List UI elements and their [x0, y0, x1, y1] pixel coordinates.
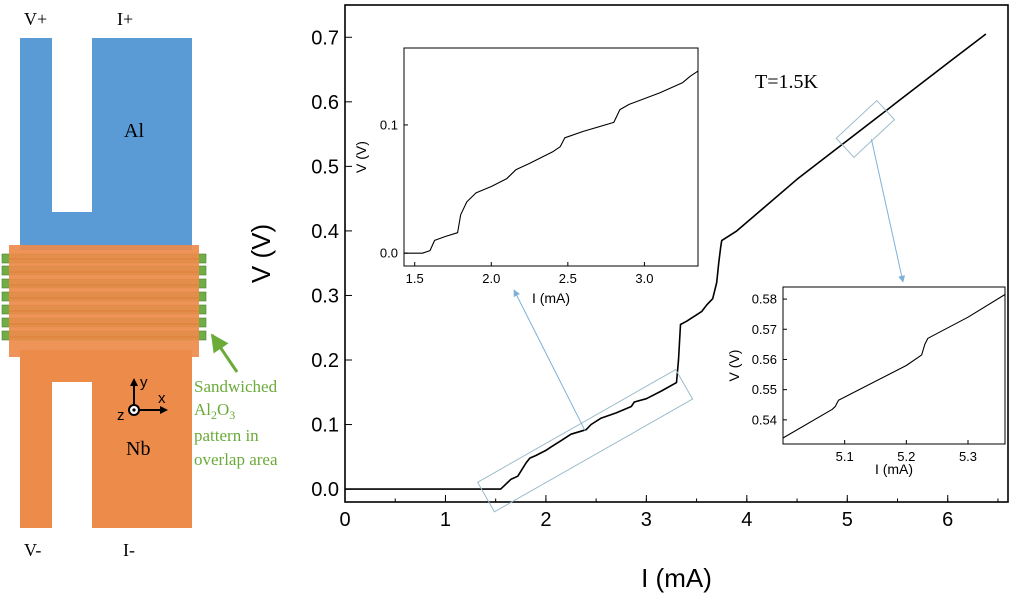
zoom-box-right — [835, 99, 896, 158]
inset-right-ytick-label: 0.54 — [752, 412, 777, 427]
main-ytick-label: 0.3 — [311, 285, 339, 307]
annotation-text: Sandwiched Al2O3 pattern in overlap area — [194, 377, 278, 469]
coordinate-axes: y x z — [117, 374, 168, 424]
axis-x-label: x — [158, 390, 166, 407]
main-ytick-label: 0.7 — [311, 27, 339, 49]
nb-electrode — [20, 350, 192, 528]
zoom-arrow-right — [870, 138, 906, 283]
label-al: Al — [124, 120, 144, 142]
main-ytick-label: 0.4 — [311, 221, 339, 243]
main-ytick-label: 0.1 — [311, 415, 339, 437]
inset-left-x-axis-label: I (mA) — [532, 290, 570, 306]
inset-left-series-line — [404, 70, 699, 254]
main-ytick-label: 0.0 — [311, 479, 339, 501]
label-v-plus: V+ — [24, 9, 47, 29]
main-xtick-label: 0 — [339, 509, 350, 531]
zoom-arrow-left — [513, 289, 586, 431]
axis-y-label: y — [140, 374, 148, 391]
inset-left-frame — [403, 47, 699, 267]
annotation-line-3: pattern in — [194, 426, 259, 445]
zoom-box-left — [476, 368, 694, 513]
axis-z-label: z — [117, 407, 125, 424]
inset-right-y-axis-label: V (V) — [726, 350, 742, 382]
annotation-arrow — [210, 333, 239, 373]
inset-right-xtick-label: 5.1 — [836, 449, 854, 464]
main-ytick-label: 0.6 — [311, 92, 339, 114]
inset-chart-right: 5.1 5.2 5.3 0.54 0.55 0.56 0.57 0.58 I (mA) V (V) — [726, 286, 1006, 477]
main-xtick-label: 4 — [741, 509, 752, 531]
inset-right-ytick-label: 0.57 — [752, 322, 777, 337]
device-schematic: V+ I+ Al Nb V- I- y x z Sandwiched Al2O3… — [1, 9, 278, 560]
annotation-line-1: Sandwiched — [194, 377, 278, 396]
inset-chart-left: 1.5 2.0 2.5 3.0 0.0 0.1 I (mA) V (V) — [353, 47, 699, 306]
inset-right-ytick-label: 0.58 — [752, 292, 777, 307]
label-nb: Nb — [126, 438, 150, 460]
label-v-minus: V- — [24, 540, 41, 560]
inset-left-ytick-label: 0.0 — [380, 246, 398, 261]
annotation-line-4: overlap area — [194, 450, 278, 469]
main-xtick-label: 5 — [842, 509, 853, 531]
inset-right-xtick-label: 5.2 — [897, 449, 915, 464]
zoom-annotations — [476, 99, 906, 513]
inset-right-frame — [782, 286, 1006, 445]
main-xtick-label: 2 — [540, 509, 551, 531]
main-xtick-label: 1 — [440, 509, 451, 531]
main-ytick-label: 0.5 — [311, 156, 339, 178]
inset-right-ytick-label: 0.56 — [752, 352, 777, 367]
main-xtick-label: 3 — [641, 509, 652, 531]
temperature-label: T=1.5K — [755, 71, 818, 93]
annotation-line-2: Al2O3 — [194, 400, 235, 422]
inset-left-xtick-label: 2.0 — [482, 271, 500, 286]
inset-left-y-axis-label: V (V) — [353, 141, 369, 173]
main-series-line — [345, 33, 987, 490]
main-xtick-label: 6 — [942, 509, 953, 531]
main-y-axis-label: V (V) — [246, 224, 276, 283]
inset-right-series-line — [782, 294, 1006, 439]
label-i-minus: I- — [123, 540, 135, 560]
label-i-plus: I+ — [117, 9, 133, 29]
overlap-region — [9, 245, 199, 357]
inset-left-xtick-label: 3.0 — [635, 271, 653, 286]
inset-right-ytick-label: 0.55 — [752, 382, 777, 397]
inset-left-xtick-label: 1.5 — [406, 271, 424, 286]
inset-left-ytick-label: 0.1 — [380, 117, 398, 132]
al-electrode — [20, 38, 192, 250]
inset-right-xtick-label: 5.3 — [959, 449, 977, 464]
main-ytick-label: 0.2 — [311, 350, 339, 372]
inset-right-x-axis-label: I (mA) — [875, 461, 913, 477]
inset-left-xtick-label: 2.5 — [559, 271, 577, 286]
main-x-axis-label: I (mA) — [641, 563, 712, 593]
